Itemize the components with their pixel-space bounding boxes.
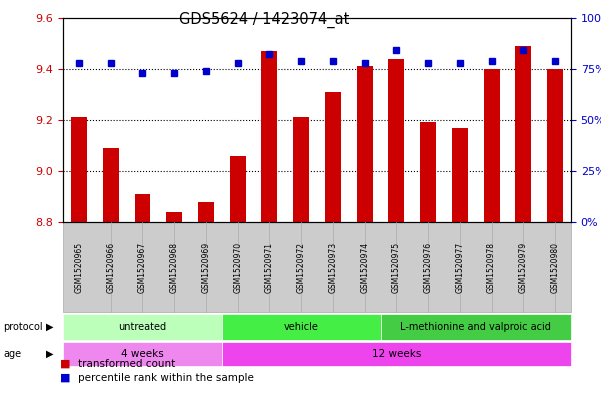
Text: GSM1520972: GSM1520972: [297, 242, 306, 293]
Text: GSM1520977: GSM1520977: [456, 242, 465, 293]
Text: ▶: ▶: [46, 349, 53, 359]
Text: GDS5624 / 1423074_at: GDS5624 / 1423074_at: [179, 12, 350, 28]
Text: GSM1520967: GSM1520967: [138, 242, 147, 293]
Text: GSM1520979: GSM1520979: [519, 242, 528, 293]
Text: GSM1520971: GSM1520971: [265, 242, 274, 293]
Bar: [103, 148, 118, 222]
Text: 4 weeks: 4 weeks: [121, 349, 164, 359]
Bar: [357, 66, 373, 222]
Bar: [293, 117, 309, 222]
Bar: [388, 59, 404, 222]
Text: GSM1520975: GSM1520975: [392, 242, 401, 293]
Text: ■: ■: [60, 373, 70, 383]
Text: ■: ■: [60, 358, 70, 369]
Text: transformed count: transformed count: [78, 358, 175, 369]
Text: GSM1520973: GSM1520973: [328, 242, 337, 293]
Text: GSM1520976: GSM1520976: [424, 242, 433, 293]
Bar: [166, 212, 182, 222]
Text: age: age: [3, 349, 21, 359]
Bar: [230, 156, 246, 222]
Text: ▶: ▶: [46, 322, 53, 332]
Text: vehicle: vehicle: [284, 322, 319, 332]
Text: GSM1520980: GSM1520980: [551, 242, 560, 293]
Bar: [420, 123, 436, 222]
Text: GSM1520974: GSM1520974: [360, 242, 369, 293]
Bar: [261, 51, 277, 222]
Text: GSM1520965: GSM1520965: [75, 242, 84, 293]
Bar: [452, 128, 468, 222]
Text: GSM1520969: GSM1520969: [201, 242, 210, 293]
Bar: [135, 194, 150, 222]
Text: 12 weeks: 12 weeks: [371, 349, 421, 359]
Text: percentile rank within the sample: percentile rank within the sample: [78, 373, 254, 383]
Bar: [325, 92, 341, 222]
Text: GSM1520970: GSM1520970: [233, 242, 242, 293]
Text: GSM1520968: GSM1520968: [169, 242, 178, 293]
Bar: [547, 69, 563, 222]
Text: GSM1520966: GSM1520966: [106, 242, 115, 293]
Text: GSM1520978: GSM1520978: [487, 242, 496, 293]
Bar: [71, 117, 87, 222]
Bar: [198, 202, 214, 222]
Text: L-methionine and valproic acid: L-methionine and valproic acid: [400, 322, 551, 332]
Bar: [484, 69, 499, 222]
Text: protocol: protocol: [3, 322, 43, 332]
Bar: [516, 46, 531, 222]
Text: untreated: untreated: [118, 322, 166, 332]
